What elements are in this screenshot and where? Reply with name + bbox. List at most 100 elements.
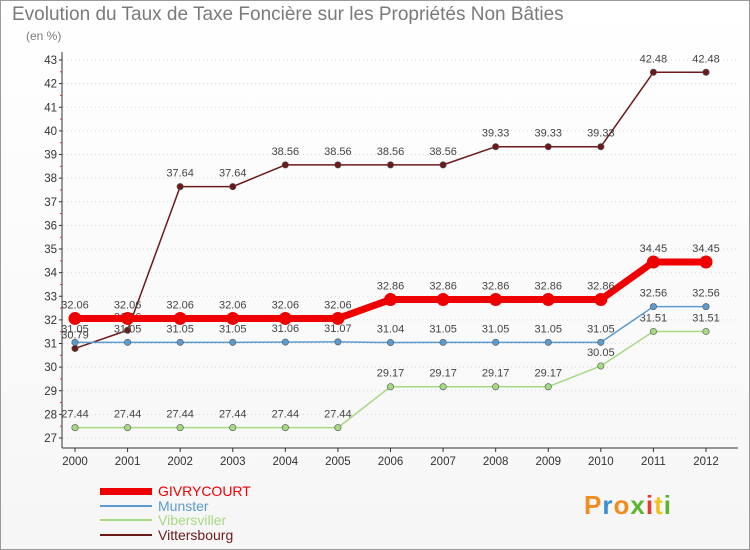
data-label: 39.33 [587, 128, 615, 140]
data-label: 31.05 [114, 323, 142, 335]
data-label: 32.06 [272, 299, 300, 311]
logo-letter: o [613, 490, 631, 520]
legend: GIVRYCOURT Munster Vibersviller Vittersbour… [100, 483, 251, 543]
data-point [71, 344, 79, 352]
data-point [439, 338, 447, 346]
data-point [597, 143, 605, 151]
data-label: 31.05 [482, 323, 510, 335]
legend-swatch [100, 487, 152, 495]
data-label: 37.64 [219, 168, 247, 180]
legend-item: GIVRYCOURT [100, 483, 251, 500]
data-point [597, 362, 605, 370]
x-tick-label: 2007 [430, 456, 456, 468]
y-tick-label: 28 [44, 409, 57, 421]
x-tick-label: 2010 [588, 456, 614, 468]
data-point [649, 68, 657, 76]
data-point [699, 255, 713, 269]
data-point [541, 293, 555, 307]
y-tick-label: 42 [44, 79, 57, 91]
y-tick-label: 33 [44, 291, 57, 303]
data-label: 31.04 [377, 324, 405, 336]
data-point [646, 255, 660, 269]
legend-item: Vittersbourg [100, 527, 251, 543]
data-label: 32.06 [219, 299, 247, 311]
y-tick-label: 29 [44, 386, 57, 398]
data-point [649, 327, 657, 335]
data-label: 29.17 [534, 368, 562, 380]
logo-letter: r [602, 490, 614, 520]
x-tick-label: 2002 [167, 456, 193, 468]
data-point [439, 161, 447, 169]
legend-swatch [100, 519, 152, 522]
data-label: 30.79 [61, 329, 89, 341]
x-tick-label: 2000 [62, 456, 88, 468]
data-label: 32.06 [61, 299, 89, 311]
y-tick-label: 36 [44, 220, 57, 232]
data-point [334, 338, 342, 346]
data-point [384, 293, 397, 307]
data-point [386, 161, 394, 169]
data-label: 27.44 [166, 409, 194, 421]
data-point [386, 339, 394, 347]
y-tick-label: 40 [44, 126, 57, 138]
data-point [489, 293, 503, 307]
data-label: 32.86 [429, 281, 457, 293]
data-point [176, 424, 184, 432]
data-point [439, 383, 447, 391]
chart-title: Evolution du Taux de Taxe Foncière sur l… [12, 4, 564, 25]
legend-label: Munster [158, 497, 209, 514]
data-point [436, 293, 450, 307]
y-tick-label: 30 [44, 362, 57, 374]
data-label: 42.48 [692, 53, 720, 65]
data-point [176, 183, 184, 191]
data-label: 31.05 [219, 323, 247, 335]
data-label: 34.45 [640, 243, 668, 255]
data-label: 29.17 [429, 368, 457, 380]
data-point [649, 303, 657, 311]
data-point [334, 161, 342, 169]
y-tick-label: 27 [44, 433, 57, 445]
legend-label: Vibersviller [158, 512, 227, 529]
y-tick-label: 39 [44, 150, 57, 162]
data-label: 32.86 [587, 281, 615, 293]
data-label: 30.05 [587, 347, 615, 359]
data-point [281, 338, 289, 346]
logo-letter: i [663, 490, 672, 520]
data-point [71, 338, 79, 346]
data-label: 38.56 [429, 146, 457, 158]
logo-letter: i [645, 490, 655, 520]
y-tick-label: 43 [44, 55, 57, 67]
data-label: 27.44 [272, 409, 300, 421]
data-label: 27.44 [324, 409, 352, 421]
data-point [278, 311, 292, 325]
y-tick-label: 32 [44, 315, 57, 327]
data-point [334, 424, 342, 432]
data-point [702, 327, 710, 335]
data-label: 38.56 [272, 146, 300, 158]
logo-letter: t [654, 490, 664, 520]
y-tick-label: 41 [44, 102, 57, 114]
data-point [594, 293, 608, 307]
legend-swatch [100, 533, 152, 536]
data-point [492, 143, 500, 151]
y-tick-label: 35 [44, 244, 57, 256]
legend-item: Vibersviller [100, 512, 251, 529]
data-label: 32.56 [640, 288, 668, 300]
data-point [229, 338, 237, 346]
data-label: 32.06 [114, 299, 142, 311]
data-label: 32.86 [377, 281, 405, 293]
data-point [597, 338, 605, 346]
data-point [544, 383, 552, 391]
data-label: 31.51 [692, 312, 720, 324]
data-point [492, 338, 500, 346]
data-point [492, 383, 500, 391]
data-label: 39.33 [482, 128, 510, 140]
legend-label: GIVRYCOURT [158, 483, 251, 500]
x-tick-label: 2001 [115, 456, 141, 468]
data-label: 31.05 [61, 323, 89, 335]
data-label: 31.05 [587, 323, 615, 335]
data-label: 32.56 [692, 288, 720, 300]
data-point [281, 424, 289, 432]
legend-item: Munster [100, 497, 251, 514]
